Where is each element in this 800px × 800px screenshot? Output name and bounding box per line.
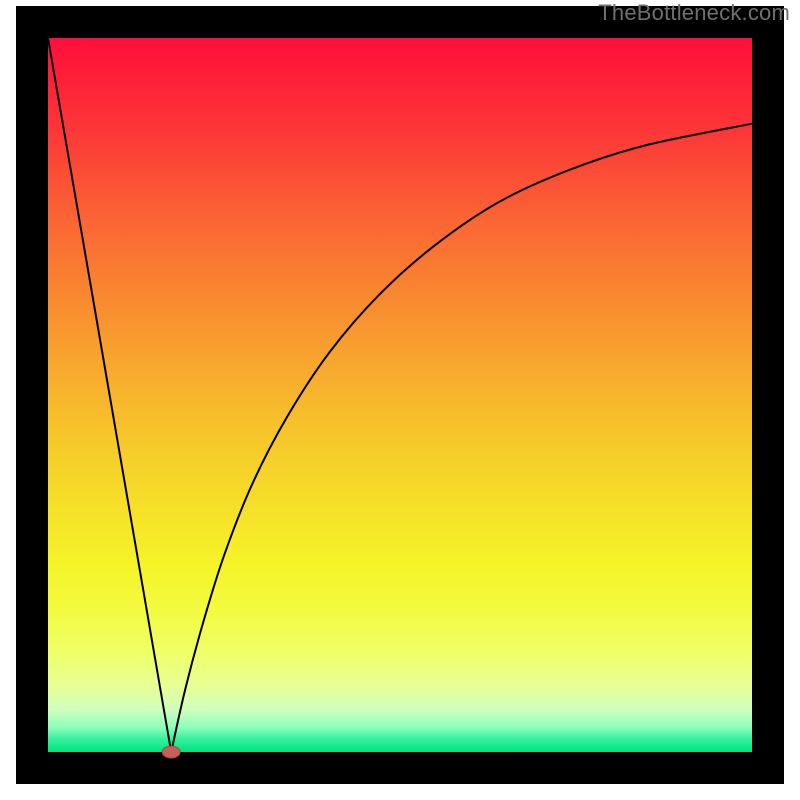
watermark-text: TheBottleneck.com — [598, 0, 790, 26]
optimal-point-marker — [162, 746, 180, 758]
chart-stage: TheBottleneck.com — [0, 0, 800, 800]
chart-svg — [0, 0, 800, 800]
